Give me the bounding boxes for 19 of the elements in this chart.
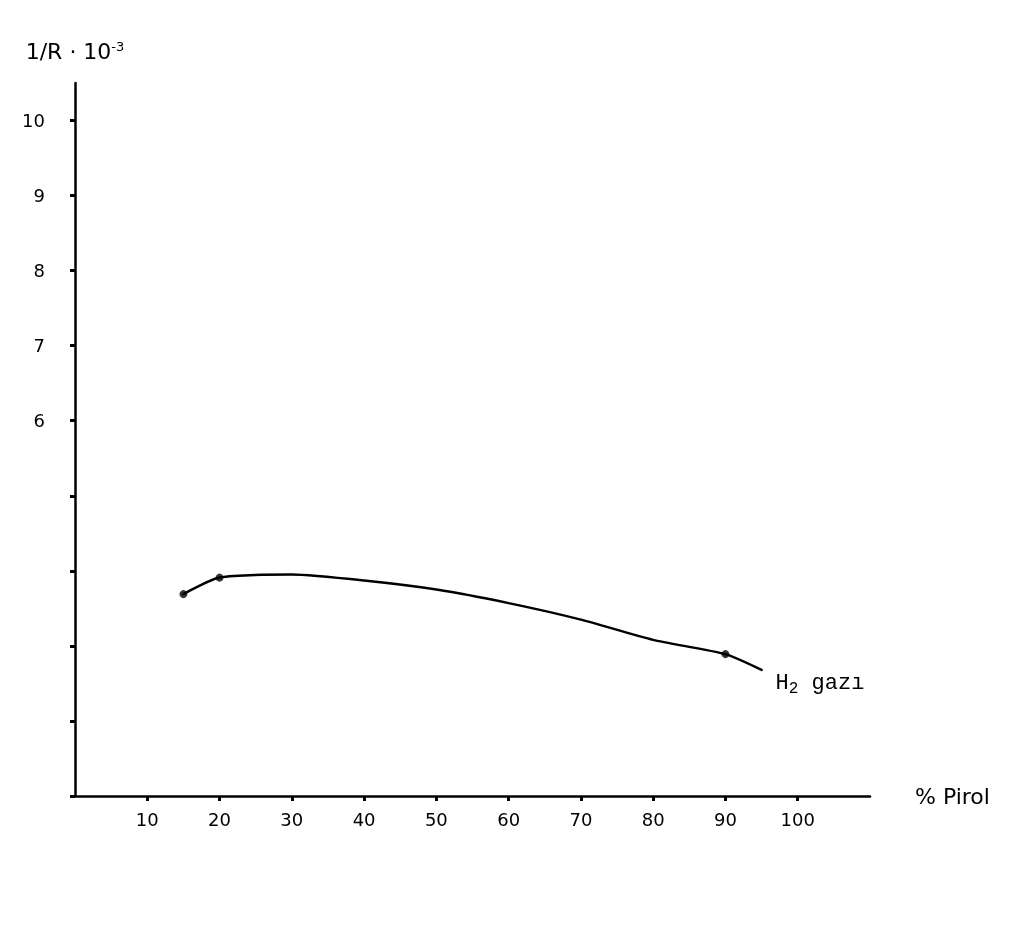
- x-axis-title: % Pirol: [915, 783, 990, 809]
- y-tick-label: 7: [33, 335, 45, 357]
- point: [721, 650, 730, 659]
- x-tick-label: 30: [280, 808, 304, 830]
- x-tick-label: 90: [714, 808, 737, 830]
- x-tick-label: 50: [424, 808, 448, 830]
- x-tick-label: 80: [641, 808, 665, 830]
- x-tick-label: 100: [780, 808, 815, 830]
- x-tick-label: 70: [569, 808, 593, 830]
- y-tick-label: 6: [33, 410, 45, 432]
- point: [215, 573, 224, 582]
- x-tick-label: 10: [135, 808, 159, 830]
- x-tick-label: 40: [352, 808, 376, 830]
- y-tick-label: 8: [33, 260, 45, 282]
- y-tick-label: 9: [33, 185, 45, 207]
- point: [179, 590, 188, 599]
- y-tick-label: 10: [22, 110, 45, 132]
- x-tick-label: 20: [208, 808, 231, 830]
- x-tick-label: 60: [497, 808, 521, 830]
